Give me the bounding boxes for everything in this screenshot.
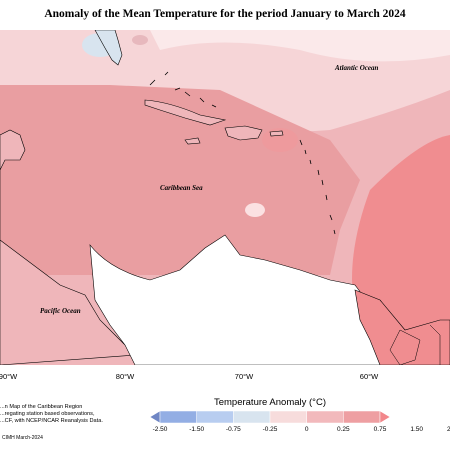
island-jamaica — [184, 137, 201, 145]
note-line-1: ...n Map of the Caribbean Region — [0, 404, 83, 410]
x-tick-60w: 60°W — [359, 372, 379, 381]
island-puerto-rico — [269, 130, 284, 137]
x-tick-70w: 70°W — [234, 372, 254, 381]
legend-title: Temperature Anomaly (°C) — [213, 397, 327, 408]
map-canvas: Atlantic Ocean Caribbean Sea Pacific Oce… — [0, 30, 450, 365]
legend-swatch — [150, 410, 161, 424]
label-atlantic-ocean: Atlantic Ocean — [334, 64, 378, 72]
legend-label: 0.75 — [373, 426, 387, 433]
legend-swatch — [233, 410, 271, 424]
legend-label: 0 — [304, 426, 309, 433]
legend-swatch — [196, 410, 234, 424]
legend-label: -2.50 — [152, 426, 168, 433]
copyright: CIMH March-2024 — [2, 435, 43, 441]
note-line-2: ...regating station based observations, — [0, 411, 95, 417]
island-hispaniola — [224, 125, 263, 141]
legend-label: 1.50 — [410, 426, 423, 433]
map-title: Anomaly of the Mean Temperature for the … — [44, 8, 406, 20]
anomaly-field-east — [352, 135, 450, 330]
legend-colorbar — [150, 410, 390, 424]
legend-label: -1.50 — [189, 426, 205, 433]
legend-label: -0.75 — [225, 426, 241, 433]
legend-swatch — [269, 410, 307, 424]
islands-bahamas — [149, 71, 217, 108]
anomaly-cool-spot — [245, 203, 265, 217]
x-tick-80w: 80°W — [115, 372, 135, 381]
legend-swatch — [306, 410, 344, 424]
border-suriname — [429, 324, 441, 365]
legend-swatch — [159, 410, 197, 424]
legend-label: 0.25 — [337, 426, 350, 433]
islands-lesser-antilles — [299, 139, 336, 235]
legend-swatch — [379, 410, 390, 424]
anomaly-spot — [132, 35, 148, 45]
land-guianas — [354, 289, 450, 365]
legend-label: 2.50 — [447, 426, 450, 433]
label-caribbean-sea: Caribbean Sea — [160, 184, 203, 192]
land-south-america — [89, 234, 450, 365]
anomaly-field-faint — [150, 30, 450, 62]
island-cuba — [144, 99, 227, 126]
note-line-3: ...CF, with NCEP/NCAR Reanalysis Data. — [0, 418, 103, 424]
x-tick-90w: 90°W — [0, 372, 18, 381]
border-guyana — [389, 329, 421, 365]
anomaly-map: Atlantic Ocean Caribbean Sea Pacific Oce… — [0, 30, 450, 365]
label-pacific-ocean: Pacific Ocean — [40, 307, 81, 315]
land-florida — [94, 30, 123, 66]
legend-label: -0.25 — [262, 426, 278, 433]
legend-swatch — [343, 410, 381, 424]
